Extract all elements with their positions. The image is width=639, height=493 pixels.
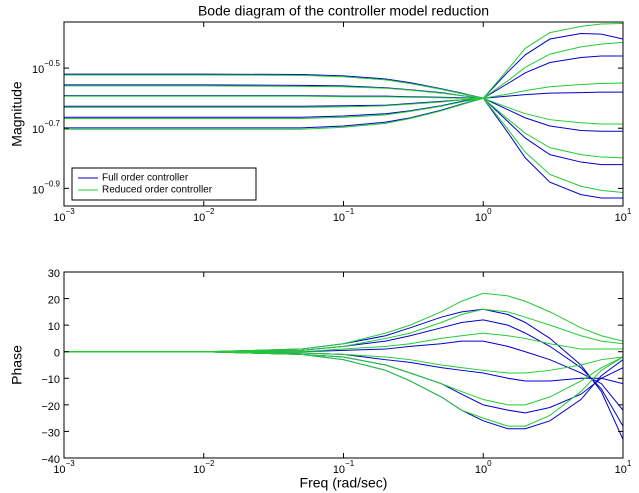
y-tick-label-exponent: −0.5 <box>44 59 60 68</box>
x-tick-label-exponent: 1 <box>627 207 632 216</box>
x-tick-label-exponent: 0 <box>487 459 492 468</box>
y-tick-label-exponent: −0.7 <box>44 119 60 128</box>
plot-area <box>64 272 623 458</box>
curve <box>64 85 623 159</box>
x-tick-label-exponent: −1 <box>345 459 355 468</box>
curve <box>64 41 623 119</box>
y-axis-label: Phase <box>9 345 25 385</box>
y-tick-label: 10−0.7 <box>32 119 61 136</box>
curve <box>64 82 623 108</box>
curve <box>64 332 623 353</box>
x-tick-label-exponent: −3 <box>66 459 76 468</box>
y-tick-label: 20 <box>48 294 60 306</box>
x-tick-label: 10−2 <box>193 207 215 224</box>
x-tick-label: 10−2 <box>193 459 215 476</box>
curve <box>64 351 623 406</box>
x-tick-label-exponent: 1 <box>627 459 632 468</box>
y-tick-label: −40 <box>41 454 60 466</box>
x-tick-label: 10−1 <box>333 207 355 224</box>
y-tick-label: 10−0.5 <box>32 59 61 76</box>
legend-box <box>71 167 257 201</box>
x-axis-label: Freq (rad/sec) <box>300 475 388 491</box>
x-tick-label: 101 <box>615 207 632 224</box>
x-tick-label: 100 <box>475 459 492 476</box>
x-tick-label-exponent: −1 <box>345 207 355 216</box>
y-tick-label: 10−0.9 <box>32 179 61 196</box>
x-tick-label-exponent: −2 <box>205 207 215 216</box>
curve <box>64 308 623 353</box>
curve <box>64 55 623 118</box>
x-tick-label-exponent: 0 <box>487 207 492 216</box>
y-tick-label: −30 <box>41 427 60 439</box>
y-tick-label: 30 <box>48 268 60 280</box>
curve <box>64 22 623 130</box>
x-tick-label: 100 <box>475 207 492 224</box>
x-tick-label-exponent: −3 <box>66 207 76 216</box>
curve <box>64 33 623 129</box>
legend-label: Reduced order controller <box>102 185 213 196</box>
y-tick-label-exponent: −0.9 <box>44 179 60 188</box>
axes-box <box>63 271 624 459</box>
legend-label: Full order controller <box>102 173 189 184</box>
y-tick-label: 0 <box>54 348 60 360</box>
y-tick-label: −20 <box>41 401 60 413</box>
y-tick-label: 10 <box>48 321 60 333</box>
curve <box>64 351 623 427</box>
curve <box>64 292 623 353</box>
curve <box>64 74 623 193</box>
x-tick-label-exponent: −2 <box>205 459 215 468</box>
y-tick-label: −10 <box>41 374 60 386</box>
x-tick-label: 10−1 <box>333 459 355 476</box>
curve <box>64 95 623 125</box>
x-tick-label: 10−3 <box>53 207 75 224</box>
y-axis-label: Magnitude <box>9 81 25 147</box>
chart-title: Bode diagram of the controller model red… <box>198 3 489 19</box>
curve <box>64 351 623 374</box>
axes-box <box>63 21 624 207</box>
x-tick-label: 101 <box>615 459 632 476</box>
curve <box>64 95 623 132</box>
